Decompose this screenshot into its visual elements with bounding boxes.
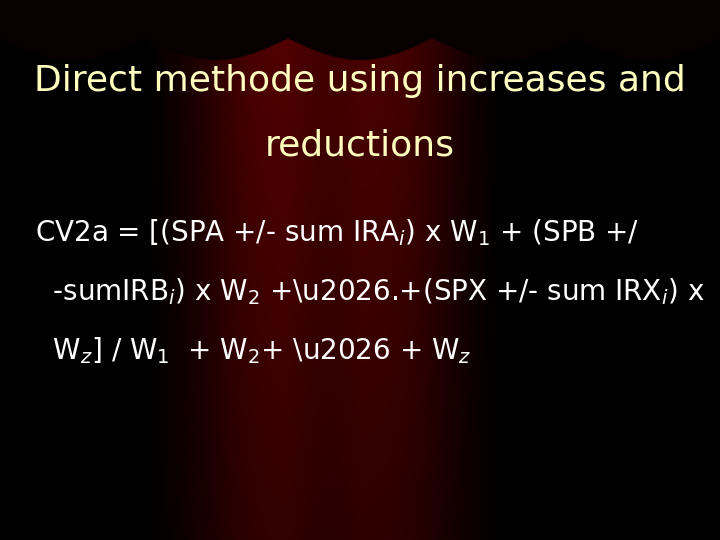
Text: W$_z$] / W$_1$  + W$_2$+ \u2026 + W$_z$: W$_z$] / W$_1$ + W$_2$+ \u2026 + W$_z$ xyxy=(35,335,472,367)
Text: -sumIRB$_i$) x W$_2$ +\u2026.+(SPX +/- sum IRX$_i$) x: -sumIRB$_i$) x W$_2$ +\u2026.+(SPX +/- s… xyxy=(35,276,705,307)
Text: CV2a = [(SPA +/- sum IRA$_i$) x W$_1$ + (SPB +/: CV2a = [(SPA +/- sum IRA$_i$) x W$_1$ + … xyxy=(35,217,639,248)
Text: Direct methode using increases and: Direct methode using increases and xyxy=(34,64,686,98)
Text: reductions: reductions xyxy=(265,129,455,163)
